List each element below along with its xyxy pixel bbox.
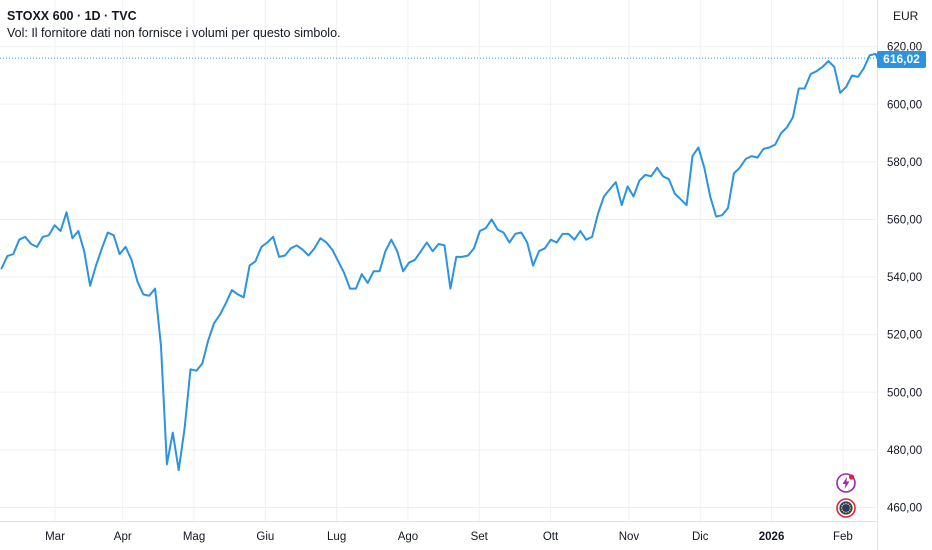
chart-header: STOXX 600 · 1D · TVC Vol: Il fornitore d… [7,8,341,42]
x-tick-label: Set [471,531,489,543]
y-tick-label: 580,00 [887,157,922,169]
price-axis[interactable]: 460,00 480,00 500,00 520,00 540,00 560,00 580,… [887,42,922,515]
x-tick-label: Nov [619,531,640,543]
lightning-badge-icon[interactable] [836,473,856,493]
x-tick-label: Mag [183,531,205,543]
x-tick-label: Ott [543,531,559,543]
y-tick-label: 480,00 [887,445,922,457]
y-tick-label: 620,00 [887,42,922,54]
x-tick-label: Dic [692,531,709,543]
x-tick-label: Giu [256,531,274,543]
last-price-badge: 616,02 [877,51,926,68]
volume-note: Vol: Il fornitore dati non fornisce i vo… [7,26,341,40]
x-tick-label: 2026 [759,531,785,543]
y-tick-label: 460,00 [887,503,922,515]
x-tick-label: Mar [45,531,65,543]
eu-flag-icon[interactable] [836,498,856,518]
x-tick-label: Feb [833,531,853,543]
x-tick-label: Lug [327,531,346,543]
y-tick-label: 520,00 [887,330,922,342]
series-line-stoxx600[interactable] [0,52,889,472]
currency-label[interactable]: EUR [893,9,919,23]
time-axis[interactable]: Mar Apr Mag Giu Lug Ago Set Ott Nov Dic 2026 Feb [45,531,853,543]
symbol-title[interactable]: STOXX 600 · 1D · TVC [7,9,137,23]
y-tick-label: 560,00 [887,215,922,227]
x-tick-label: Apr [114,531,132,543]
y-tick-label: 600,00 [887,99,922,111]
grid-layer [0,0,877,521]
x-tick-label: Ago [398,531,418,543]
y-tick-label: 540,00 [887,272,922,284]
y-tick-label: 500,00 [887,387,922,399]
